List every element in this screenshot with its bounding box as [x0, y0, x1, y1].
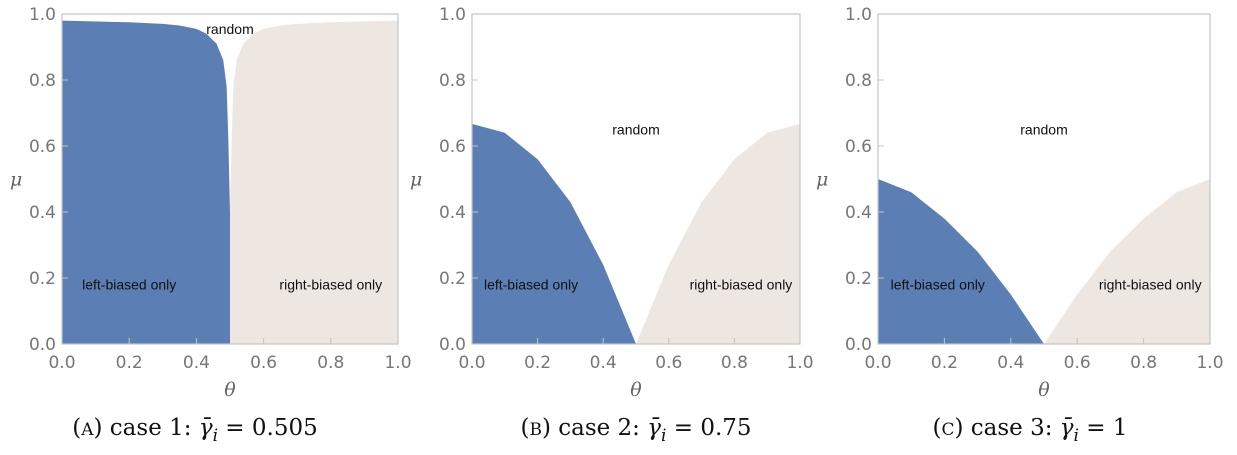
y-axis-label: μ — [410, 169, 422, 191]
x-axis-label: θ — [630, 379, 642, 401]
plot-frame — [877, 13, 1211, 345]
caption-equals: = 0.75 — [666, 415, 751, 441]
plot-frame — [61, 13, 399, 345]
left-biased-region — [878, 179, 1044, 344]
y-tick-label: 0.0 — [29, 335, 56, 355]
x-axis-label: θ — [1038, 379, 1050, 401]
left-biased-region — [472, 123, 636, 344]
y-tick-label: 0.6 — [29, 137, 56, 157]
y-tick-label: 0.4 — [845, 203, 872, 223]
x-tick-label: 0.8 — [317, 353, 344, 373]
x-tick-label: 0.0 — [48, 353, 75, 373]
y-tick-label: 0.2 — [29, 269, 56, 289]
caption-symbol: γ̄ — [647, 415, 661, 441]
right-biased-label: right-biased only — [1099, 277, 1202, 293]
random-label: random — [1020, 122, 1067, 138]
caption-prefix: ( — [72, 415, 81, 441]
chart-panel-3: left-biased only right-biased only random 0… — [816, 5, 1224, 446]
x-tick-label: 0.4 — [997, 353, 1024, 373]
x-tick-label: 0.0 — [458, 353, 485, 373]
x-tick-label: 0.8 — [721, 353, 748, 373]
y-tick-label: 0.0 — [845, 335, 872, 355]
x-tick-label: 0.6 — [1064, 353, 1091, 373]
plot-frame — [471, 13, 801, 345]
random-label: random — [612, 122, 659, 138]
x-tick-label: 0.2 — [931, 353, 958, 373]
x-tick-label: 0.4 — [590, 353, 617, 373]
y-axis-label: μ — [816, 169, 828, 191]
right-biased-region — [1044, 179, 1210, 344]
caption-prefix: ( — [520, 415, 529, 441]
x-tick-label: 0.0 — [864, 353, 891, 373]
right-biased-label: right-biased only — [690, 277, 793, 293]
left-biased-label: left-biased only — [82, 277, 176, 293]
caption-letter: C — [941, 420, 954, 440]
caption-subscript: i — [213, 426, 218, 446]
left-biased-label: left-biased only — [484, 277, 578, 293]
caption-equals: = 1 — [1079, 415, 1128, 441]
right-biased-region — [636, 123, 800, 344]
y-tick-label: 0.8 — [29, 71, 56, 91]
x-tick-label: 0.8 — [1130, 353, 1157, 373]
caption-symbol: γ̄ — [199, 415, 213, 441]
left-biased-region — [62, 20, 230, 344]
y-tick-label: 0.4 — [29, 203, 56, 223]
x-tick-label: 0.2 — [116, 353, 143, 373]
y-tick-label: 0.0 — [439, 335, 466, 355]
caption-symbol: γ̄ — [1060, 415, 1074, 441]
x-tick-label: 1.0 — [786, 353, 813, 373]
y-tick-label: 1.0 — [29, 5, 56, 25]
x-tick-label: 0.4 — [183, 353, 210, 373]
panel-caption: (C) case 3: γ̄i = 1 — [932, 415, 1127, 446]
right-biased-region — [230, 20, 398, 344]
caption-letter: A — [80, 420, 94, 440]
x-tick-label: 0.2 — [524, 353, 551, 373]
caption-suffix: ) case 2: — [542, 415, 647, 441]
y-tick-label: 1.0 — [845, 5, 872, 25]
caption-suffix: ) case 3: — [954, 415, 1059, 441]
y-tick-label: 0.2 — [845, 269, 872, 289]
y-tick-label: 0.2 — [439, 269, 466, 289]
y-tick-label: 0.8 — [845, 71, 872, 91]
y-tick-label: 0.4 — [439, 203, 466, 223]
y-tick-label: 0.8 — [439, 71, 466, 91]
y-tick-label: 0.6 — [845, 137, 872, 157]
caption-equals: = 0.505 — [218, 415, 318, 441]
caption-subscript: i — [661, 426, 666, 446]
right-biased-label: right-biased only — [279, 277, 382, 293]
x-tick-label: 0.6 — [655, 353, 682, 373]
x-tick-label: 1.0 — [384, 353, 411, 373]
caption-prefix: ( — [932, 415, 941, 441]
y-tick-label: 0.6 — [439, 137, 466, 157]
panel-caption: (A) case 1: γ̄i = 0.505 — [72, 415, 318, 446]
caption-subscript: i — [1074, 426, 1079, 446]
x-axis-label: θ — [224, 379, 236, 401]
caption-letter: B — [529, 420, 542, 440]
y-axis-label: μ — [10, 169, 22, 191]
panel-caption: (B) case 2: γ̄i = 0.75 — [520, 415, 751, 446]
left-biased-label: left-biased only — [891, 277, 985, 293]
x-tick-label: 1.0 — [1196, 353, 1223, 373]
random-label: random — [206, 21, 253, 37]
chart-panel-1: left-biased only right-biased only random 0… — [10, 5, 412, 446]
chart-panel-2: left-biased only right-biased only random 0… — [410, 5, 814, 446]
x-tick-label: 0.6 — [250, 353, 277, 373]
caption-suffix: ) case 1: — [94, 415, 199, 441]
y-tick-label: 1.0 — [439, 5, 466, 25]
